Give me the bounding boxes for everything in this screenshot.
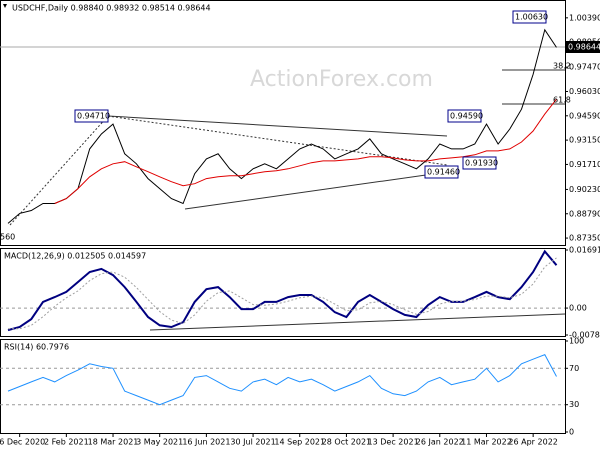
annotation: 1.00630 bbox=[515, 13, 548, 22]
x-tick-label: 18 Mar 2021 bbox=[88, 438, 139, 447]
macd-title: MACD(12,26,9) 0.012505 0.014597 bbox=[4, 252, 146, 261]
y-tick-label: 0.90230 bbox=[569, 185, 600, 194]
annotation: 560 bbox=[0, 233, 15, 242]
y-tick-label: -0.007839 bbox=[569, 331, 600, 340]
current-price: 0.98644 bbox=[568, 43, 600, 52]
y-tick-label: 0.91710 bbox=[569, 160, 600, 169]
annotation: 38.2 bbox=[553, 62, 571, 71]
x-tick-label: 14 Sep 2021 bbox=[274, 438, 325, 447]
y-tick-label: 0.016914 bbox=[569, 246, 600, 255]
annotation-box bbox=[512, 10, 547, 24]
y-tick-label: 0.00 bbox=[569, 304, 587, 313]
y-tick-label: 100 bbox=[569, 337, 584, 346]
series-line bbox=[7, 353, 557, 406]
annotation: 0.94590 bbox=[450, 112, 483, 121]
trendlines bbox=[0, 46, 566, 331]
y-tick-label: 0.93150 bbox=[569, 136, 600, 145]
x-tick-label: 3 May 2021 bbox=[136, 438, 183, 447]
macd-frame bbox=[0, 248, 566, 337]
y-tick-label: 0.97470 bbox=[569, 63, 600, 72]
y-tick-label: 70 bbox=[569, 364, 579, 373]
watermark: ActionForex.com bbox=[250, 67, 433, 92]
price-frame bbox=[0, 0, 566, 246]
x-tick-label: 13 Dec 2021 bbox=[368, 438, 419, 447]
rsi-title: RSI(14) 60.7976 bbox=[4, 343, 69, 352]
rsi-frame bbox=[0, 339, 566, 434]
y-tick-label: 0.88790 bbox=[569, 209, 600, 218]
series-line bbox=[8, 257, 557, 330]
annotation-box bbox=[74, 109, 109, 123]
y-tick-label: 0 bbox=[569, 428, 574, 437]
x-tick-label: 2 Feb 2021 bbox=[44, 438, 89, 447]
current-price-box bbox=[566, 41, 600, 53]
y-tick-label: 0.96030 bbox=[569, 87, 600, 96]
x-tick-label: 26 Apr 2022 bbox=[508, 438, 557, 447]
x-tick-label: 16 Jun 2021 bbox=[182, 438, 230, 447]
x-tick-label: 28 Oct 2021 bbox=[322, 438, 371, 447]
series-line bbox=[7, 249, 558, 332]
annotation: 0.91460 bbox=[427, 168, 460, 177]
x-tick-label: 30 Jul 2021 bbox=[230, 438, 275, 447]
annotation: 61.8 bbox=[553, 96, 571, 105]
annotation: 0.91930 bbox=[465, 159, 498, 168]
y-tick-label: 0.87350 bbox=[569, 234, 600, 243]
price-title: USDCHF,Daily 0.98840 0.98932 0.98514 0.9… bbox=[12, 4, 211, 13]
x-tick-label: 16 Dec 2020 bbox=[0, 438, 45, 447]
y-tick-label: 1.00390 bbox=[569, 13, 600, 22]
y-tick-label: 0.94590 bbox=[569, 111, 600, 120]
annotation: 0.94710 bbox=[77, 112, 110, 121]
series-line bbox=[54, 98, 557, 204]
annotation-box bbox=[462, 156, 497, 170]
annotation-box bbox=[447, 109, 482, 123]
menu-icon bbox=[3, 4, 7, 8]
y-tick-label: 30 bbox=[569, 400, 579, 409]
x-tick-label: 11 Mar 2022 bbox=[461, 438, 512, 447]
series-line bbox=[7, 28, 557, 224]
annotation-box bbox=[424, 165, 459, 179]
x-tick-label: 26 Jan 2022 bbox=[416, 438, 464, 447]
